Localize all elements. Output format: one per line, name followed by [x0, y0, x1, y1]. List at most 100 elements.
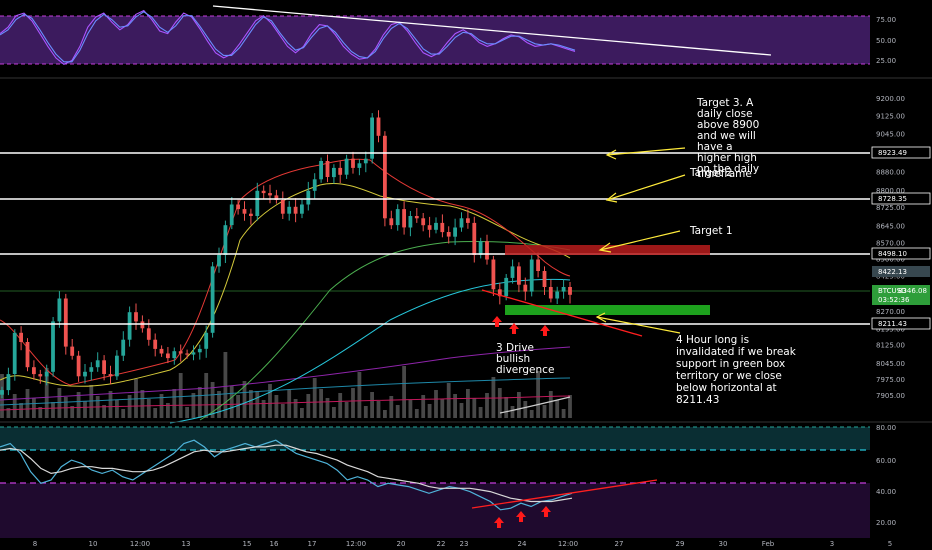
- candle-body: [440, 222, 445, 233]
- candle-body: [332, 167, 336, 178]
- volume-bar: [261, 400, 266, 418]
- candle-body: [19, 332, 23, 342]
- ma-200-volume: [0, 346, 571, 401]
- resistance-box[interactable]: [505, 245, 710, 255]
- x-tick: 24: [518, 540, 527, 548]
- volume-bar: [402, 366, 406, 418]
- price-candles: [0, 110, 572, 399]
- candle-body: [95, 360, 100, 368]
- volume-bar: [383, 410, 387, 418]
- candle-body: [414, 216, 419, 219]
- candle-body: [561, 287, 566, 292]
- rsi-trendline[interactable]: [212, 5, 772, 56]
- volume-bar: [536, 371, 540, 418]
- osc-tick-40: 40.00: [876, 488, 896, 496]
- osc-series-line-1: [0, 444, 573, 503]
- candle-body: [306, 190, 311, 205]
- rsi-tick-50: 50.00: [876, 37, 896, 45]
- candle-body: [204, 332, 209, 349]
- candle-body: [376, 117, 381, 136]
- volume-bar: [523, 401, 528, 418]
- candle-body: [197, 348, 202, 353]
- candle-body: [217, 254, 221, 267]
- candle-body: [261, 190, 266, 194]
- price-tick: 9200.00: [876, 95, 905, 103]
- candle-body: [274, 195, 279, 200]
- moving-averages: [0, 158, 571, 424]
- x-tick: 17: [308, 540, 317, 548]
- volume-bar: [83, 401, 87, 418]
- note-target3-line3: above 8900: [697, 119, 759, 131]
- volume-bar: [446, 383, 451, 418]
- candle-body: [185, 353, 189, 355]
- rsi-tick-25: 25.00: [876, 57, 896, 65]
- candle-body: [542, 271, 547, 287]
- note-target3-line1: Target 3. A: [696, 97, 754, 109]
- volume-bar: [274, 395, 279, 418]
- volume-bar: [332, 407, 336, 418]
- candle-body: [357, 163, 362, 168]
- candle-body: [70, 346, 75, 356]
- volume-bar: [440, 399, 445, 418]
- price-pane: Target 3. A daily close above 8900 and w…: [0, 95, 931, 424]
- volume-bar: [121, 409, 126, 418]
- candle-body: [300, 204, 304, 214]
- note-divergence-line2: bullish: [496, 353, 530, 365]
- ma-50-volume: [0, 395, 571, 411]
- volume-bar: [268, 384, 272, 418]
- volume-bar: [32, 398, 36, 418]
- candle-body: [459, 218, 464, 228]
- volume-bar: [12, 394, 17, 418]
- countdown-label: 03:52:36: [878, 296, 910, 304]
- drive-arrow-1: [492, 316, 502, 327]
- candle-body: [178, 351, 183, 354]
- note-target1: Target 1: [689, 225, 733, 237]
- candle-body: [383, 135, 387, 219]
- candle-body: [38, 374, 43, 377]
- osc-arrow-2: [516, 511, 526, 522]
- volume-bar: [478, 407, 483, 418]
- level-label-8211: 8211.43: [878, 320, 907, 328]
- candle-body: [517, 266, 521, 285]
- candle-body: [389, 218, 394, 226]
- rsi-series-line-0: [0, 9, 576, 65]
- osc-tick-80: 80.00: [876, 424, 896, 432]
- level-label-box-2: [871, 192, 931, 205]
- drive-arrow-2: [509, 323, 519, 334]
- candle-body: [51, 321, 55, 372]
- volume-bar: [306, 394, 311, 418]
- volume-bar: [223, 352, 228, 418]
- osc-trendline[interactable]: [471, 479, 658, 509]
- volume-bar: [6, 408, 11, 418]
- volume-bar: [548, 391, 553, 418]
- volume-bar: [529, 410, 534, 418]
- volume-bar: [485, 393, 489, 418]
- candle-body: [210, 266, 215, 333]
- support-trendline[interactable]: [481, 289, 643, 337]
- osc-arrow-1: [494, 517, 504, 528]
- note-invalidation: 4 Hour long is invalidated if we break s…: [676, 334, 799, 406]
- candle-body: [568, 287, 572, 295]
- volume-bar: [51, 402, 55, 418]
- candle-body: [63, 298, 68, 347]
- support-box[interactable]: [505, 305, 710, 315]
- candle-body: [402, 209, 406, 228]
- price-tick: 7905.00: [876, 392, 905, 400]
- x-tick: 15: [243, 540, 252, 548]
- volume-bar: [542, 405, 547, 418]
- volume-bar: [146, 399, 151, 418]
- volume-bar: [300, 408, 304, 418]
- volume-bar: [255, 391, 260, 418]
- price-tick: 8800.00: [876, 187, 905, 195]
- osc-lower-band: [0, 483, 870, 538]
- price-tick: 9045.00: [876, 131, 905, 139]
- candle-body: [523, 284, 528, 292]
- time-axis[interactable]: 8 10 12:00 13 15 16 17 12:00 20 22 23 24 12:00 27 29 30…: [33, 540, 892, 548]
- note-invalidation-line1: 4 Hour long is: [676, 334, 749, 346]
- candle-body: [25, 342, 30, 368]
- candle-body: [338, 167, 343, 175]
- candle-body: [102, 360, 106, 374]
- volume-bar: [459, 403, 464, 418]
- note-target3-line8: timeframe: [697, 168, 752, 180]
